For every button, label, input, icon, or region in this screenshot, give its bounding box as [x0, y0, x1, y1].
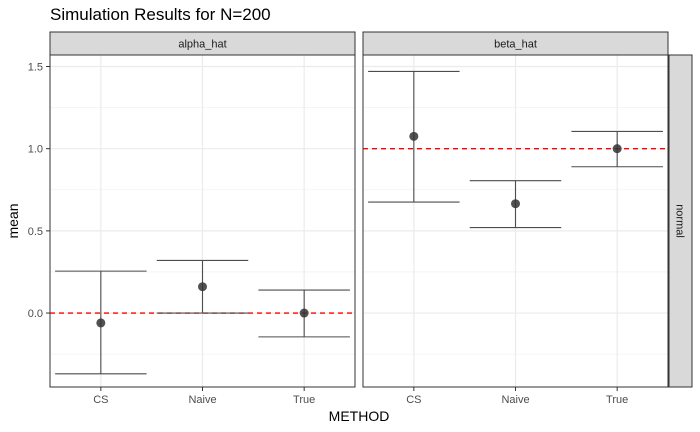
row-strip-label: normal: [674, 204, 686, 238]
facet-strip-label: alpha_hat: [178, 39, 226, 51]
mean-point: [612, 144, 622, 154]
y-tick-label: 0.5: [28, 226, 43, 238]
x-tick-label: CS: [406, 394, 421, 406]
x-tick-label: True: [606, 394, 628, 406]
facet-panel-alpha-hat: alpha_hat CS Naive True: [49, 31, 356, 406]
x-axis-title: METHOD: [329, 408, 390, 424]
mean-point: [511, 199, 520, 209]
facet-panel-beta-hat: beta_hat CS Naive True: [362, 31, 669, 406]
x-tick-label: True: [293, 394, 315, 406]
mean-point: [96, 318, 106, 328]
x-tick-label: CS: [93, 394, 108, 406]
chart-title: Simulation Results for N=200: [50, 5, 271, 24]
row-strip: normal: [668, 54, 693, 388]
y-tick-label: 0.0: [28, 308, 43, 320]
row-strip-box: [668, 54, 693, 388]
mean-point: [409, 131, 419, 141]
y-tick-label: 1.0: [28, 144, 43, 156]
x-tick-label: Naive: [188, 394, 216, 406]
mean-point: [299, 308, 309, 318]
x-tick-label: Naive: [501, 394, 529, 406]
y-axis-title: mean: [5, 203, 21, 238]
y-tick-label: 1.5: [28, 62, 43, 74]
mean-point: [198, 282, 207, 292]
facet-strip-label: beta_hat: [494, 39, 537, 51]
